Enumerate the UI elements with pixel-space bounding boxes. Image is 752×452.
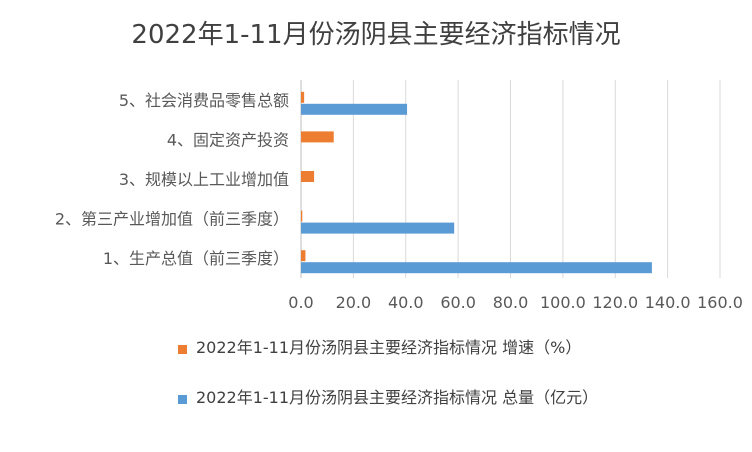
bar: [301, 103, 408, 115]
x-tick-label: 140.0: [645, 293, 691, 312]
x-tick-label: 0.0: [288, 293, 313, 312]
x-tick-label: 160.0: [697, 293, 743, 312]
x-tick-label: 60.0: [440, 293, 476, 312]
legend-swatch-total: [178, 395, 187, 404]
y-tick-label: 2、第三产业增加值（前三季度）: [55, 210, 289, 229]
bar: [301, 210, 303, 222]
legend-swatch-growth: [178, 345, 187, 354]
bar: [301, 171, 315, 182]
legend-label-total: 2022年1-11月份汤阴县主要经济指标情况 总量（亿元）: [196, 388, 599, 407]
bar: [301, 222, 455, 234]
x-tick-label: 40.0: [388, 293, 424, 312]
legend-label-growth: 2022年1-11月份汤阴县主要经济指标情况 增速（%）: [196, 338, 582, 357]
chart-title: 2022年1-11月份汤阴县主要经济指标情况: [131, 20, 621, 50]
bar: [301, 131, 334, 143]
y-tick-label: 5、社会消费品零售总额: [119, 91, 289, 110]
bar: [301, 91, 305, 103]
bar: [301, 250, 306, 262]
y-tick-label: 3、规模以上工业增加值: [119, 170, 289, 189]
y-tick-label: 4、固定资产投资: [167, 130, 289, 149]
x-tick-label: 100.0: [540, 293, 586, 312]
x-tick-label: 120.0: [592, 293, 638, 312]
x-tick-label: 20.0: [336, 293, 372, 312]
y-tick-label: 1、生产总值（前三季度）: [103, 249, 289, 268]
bar: [301, 262, 652, 274]
x-tick-label: 80.0: [493, 293, 529, 312]
